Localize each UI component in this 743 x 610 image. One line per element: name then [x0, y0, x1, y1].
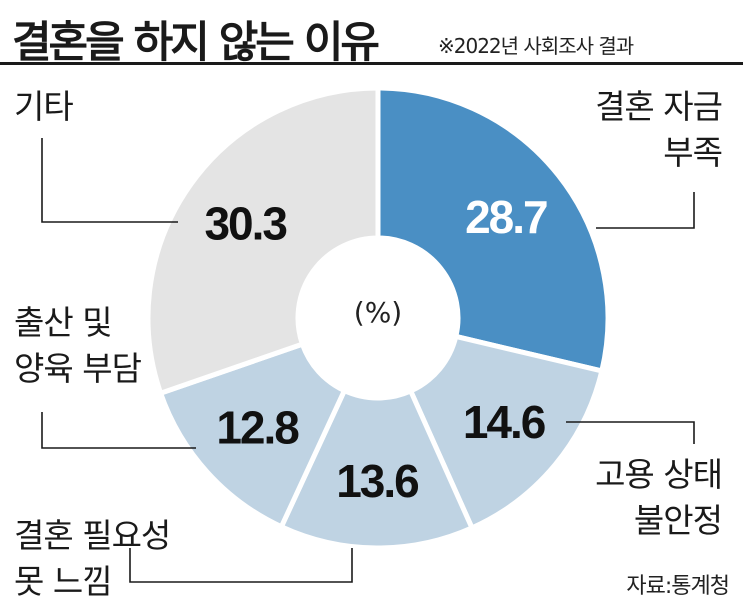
category-label-출산-및-양육-부담-line-2: 양육 부담: [14, 349, 142, 388]
value-label-출산-및-양육-부담: 12.8: [216, 401, 299, 453]
leader-line-출산-및-양육-부담: [41, 412, 196, 449]
slice-결혼-자금-부족: [375, 85, 611, 374]
value-label-결혼-자금-부족: 28.7: [465, 191, 547, 243]
leader-line-고용-상태-불안정: [566, 421, 695, 444]
category-label-고용-상태-불안정-line-2: 불안정: [634, 501, 722, 540]
value-label-고용-상태-불안정: 14.6: [463, 396, 545, 448]
slice-기타: [145, 85, 381, 397]
category-label-고용-상태-불안정-line-1: 고용 상태: [595, 455, 722, 494]
category-label-결혼-필요성-못-느낌-line-2: 못 느낌: [14, 562, 112, 601]
category-label-결혼-자금-부족-line-2: 부족: [663, 133, 722, 172]
chart-title: 결혼을 하지 않는 이유: [12, 18, 380, 68]
unit-label: (%): [354, 296, 402, 329]
leader-line-결혼-필요성-못-느낌: [129, 548, 353, 583]
category-label-기타: 기타: [14, 87, 73, 126]
category-label-결혼-필요성-못-느낌-line-1: 결혼 필요성: [14, 516, 170, 555]
header-rule: [0, 62, 743, 65]
value-label-결혼-필요성-못-느낌: 13.6: [336, 455, 418, 507]
category-label-결혼-자금-부족-line-1: 결혼 자금: [595, 87, 722, 126]
chart-header: 결혼을 하지 않는 이유 ※2022년 사회조사 결과: [12, 8, 737, 68]
leader-line-결혼-자금-부족: [596, 192, 695, 229]
source-note: 자료:통계청: [626, 574, 730, 599]
category-label-출산-및-양육-부담-line-1: 출산 및: [14, 303, 112, 342]
value-label-기타: 30.3: [204, 197, 286, 249]
leader-line-기타: [41, 138, 178, 223]
slice-고용-상태-불안정: [407, 333, 605, 532]
slice-출산-및-양육-부담: [157, 340, 348, 531]
slice-결혼-필요성-못-느낌: [278, 387, 476, 551]
chart-subtitle: ※2022년 사회조사 결과: [438, 34, 634, 58]
